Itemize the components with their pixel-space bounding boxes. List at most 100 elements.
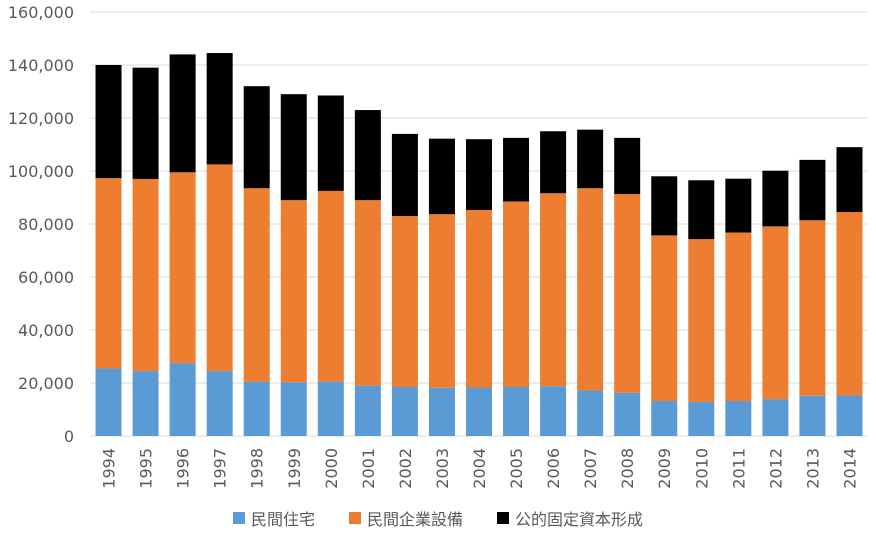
bar-business-2000 bbox=[317, 190, 344, 382]
bar-public-2000 bbox=[317, 95, 344, 191]
bar-housing-2006 bbox=[540, 386, 567, 436]
bar-business-1994 bbox=[95, 178, 122, 369]
bar-business-1995 bbox=[132, 178, 159, 372]
y-tick-label: 20,000 bbox=[18, 374, 74, 393]
bar-housing-2008 bbox=[614, 392, 641, 436]
x-tick-label: 1995 bbox=[137, 448, 156, 489]
x-tick-label: 1999 bbox=[285, 448, 304, 489]
x-tick-label: 2001 bbox=[359, 448, 378, 489]
bar-business-2005 bbox=[503, 201, 530, 387]
bar-public-2006 bbox=[540, 131, 567, 194]
bar-housing-2009 bbox=[651, 401, 678, 436]
bars bbox=[95, 53, 863, 436]
bar-public-2002 bbox=[391, 133, 418, 217]
y-axis-tick-labels: 0 20,000 40,000 60,000 80,000 100,000 120,000 1… bbox=[8, 3, 74, 446]
bar-public-2010 bbox=[688, 180, 715, 240]
bar-housing-1995 bbox=[132, 371, 159, 436]
bar-business-2014 bbox=[836, 212, 863, 396]
bar-housing-1998 bbox=[243, 381, 270, 436]
bar-public-2005 bbox=[503, 137, 530, 202]
bar-housing-2003 bbox=[428, 387, 455, 436]
x-tick-label: 1997 bbox=[211, 448, 230, 489]
bar-housing-2001 bbox=[354, 385, 381, 436]
bar-business-2010 bbox=[688, 239, 715, 403]
bar-business-2013 bbox=[799, 220, 826, 396]
x-tick-label: 2003 bbox=[433, 448, 452, 489]
bar-business-1998 bbox=[243, 188, 270, 382]
bar-public-2009 bbox=[651, 176, 678, 236]
bar-public-1994 bbox=[95, 65, 122, 179]
y-tick-label: 40,000 bbox=[18, 321, 74, 340]
bar-business-2004 bbox=[466, 209, 492, 388]
bar-business-2009 bbox=[651, 235, 678, 402]
bar-public-2007 bbox=[577, 129, 604, 189]
bar-housing-2014 bbox=[836, 395, 863, 436]
x-tick-label: 1994 bbox=[100, 448, 119, 489]
x-tick-label: 2012 bbox=[766, 448, 785, 489]
bar-public-1997 bbox=[206, 53, 233, 165]
legend: 民間住宅 民間企業設備 公的固定資本形成 bbox=[0, 506, 876, 530]
y-tick-label: 100,000 bbox=[8, 162, 74, 181]
legend-label-housing: 民間住宅 bbox=[250, 510, 315, 529]
bar-public-2003 bbox=[428, 138, 455, 215]
bar-housing-2010 bbox=[688, 402, 715, 436]
x-tick-label: 2014 bbox=[840, 448, 859, 489]
bar-public-2012 bbox=[762, 170, 789, 227]
x-tick-label: 2004 bbox=[470, 448, 489, 489]
x-tick-label: 2010 bbox=[692, 448, 711, 489]
legend-swatch-business bbox=[348, 512, 361, 524]
bar-housing-2004 bbox=[466, 387, 492, 436]
bar-public-2011 bbox=[725, 178, 752, 233]
bar-business-2007 bbox=[577, 188, 604, 391]
bar-business-2008 bbox=[614, 194, 641, 393]
bar-public-1998 bbox=[243, 86, 270, 189]
x-tick-label: 2008 bbox=[618, 448, 637, 489]
x-tick-label: 2009 bbox=[655, 448, 674, 489]
bar-housing-2002 bbox=[391, 386, 418, 436]
y-tick-label: 0 bbox=[64, 427, 74, 446]
bar-housing-1996 bbox=[169, 363, 196, 436]
bar-public-2014 bbox=[836, 147, 863, 213]
x-tick-label: 2005 bbox=[507, 448, 526, 489]
x-tick-label: 2002 bbox=[396, 448, 415, 489]
bar-public-1996 bbox=[169, 54, 196, 173]
y-tick-label: 60,000 bbox=[18, 268, 74, 287]
x-tick-label: 2000 bbox=[322, 448, 341, 489]
bar-housing-1997 bbox=[206, 371, 233, 436]
bar-business-2012 bbox=[762, 226, 789, 400]
bar-public-1995 bbox=[132, 67, 159, 179]
bar-housing-2012 bbox=[762, 399, 789, 436]
bar-business-2001 bbox=[354, 200, 381, 386]
legend-label-public: 公的固定資本形成 bbox=[515, 510, 644, 529]
legend-label-business: 民間企業設備 bbox=[366, 510, 463, 529]
y-tick-label: 120,000 bbox=[8, 109, 74, 128]
bar-business-1997 bbox=[206, 164, 233, 372]
x-tick-label: 2006 bbox=[544, 448, 563, 489]
bar-business-2011 bbox=[725, 232, 752, 402]
bar-public-1999 bbox=[280, 94, 307, 201]
bar-housing-2011 bbox=[725, 401, 752, 436]
bar-business-1996 bbox=[169, 172, 196, 364]
legend-item-business: 民間企業設備 bbox=[348, 506, 463, 530]
legend-item-public: 公的固定資本形成 bbox=[497, 506, 643, 530]
x-tick-label: 2007 bbox=[581, 448, 600, 489]
bar-business-2002 bbox=[391, 216, 418, 387]
y-tick-label: 140,000 bbox=[8, 56, 74, 75]
x-tick-label: 1996 bbox=[174, 448, 193, 489]
bar-public-2013 bbox=[799, 159, 826, 221]
bar-housing-1994 bbox=[95, 368, 122, 436]
bar-housing-2005 bbox=[503, 386, 530, 436]
x-tick-label: 2011 bbox=[729, 448, 748, 489]
bar-housing-2013 bbox=[799, 395, 826, 436]
legend-swatch-housing bbox=[232, 512, 245, 524]
bar-public-2008 bbox=[614, 137, 641, 195]
y-tick-label: 80,000 bbox=[18, 215, 74, 234]
x-tick-label: 1998 bbox=[248, 448, 267, 489]
bar-housing-2000 bbox=[317, 381, 344, 436]
bar-housing-1999 bbox=[280, 382, 307, 436]
bar-business-2006 bbox=[540, 193, 567, 387]
bar-public-2001 bbox=[354, 110, 381, 201]
bar-business-1999 bbox=[280, 200, 307, 383]
x-tick-label: 2013 bbox=[803, 448, 822, 489]
